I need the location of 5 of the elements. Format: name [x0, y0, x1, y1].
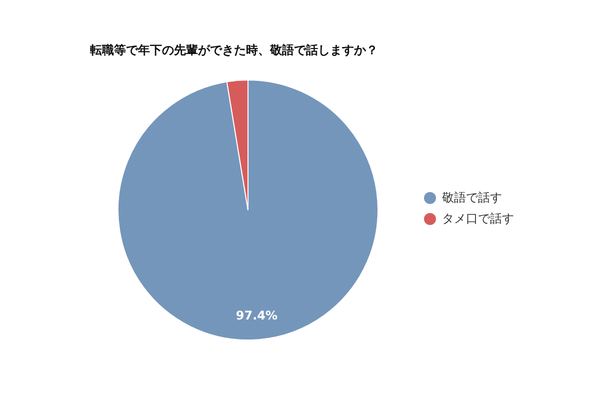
pie-slice	[118, 80, 378, 340]
data-label: 97.4%	[236, 308, 278, 323]
legend-label: 敬語で話す	[442, 190, 502, 204]
chart-title: 転職等で年下の先輩ができた時、敬語で話しますか？	[90, 43, 378, 57]
legend-label: タメ口で話す	[442, 211, 514, 226]
